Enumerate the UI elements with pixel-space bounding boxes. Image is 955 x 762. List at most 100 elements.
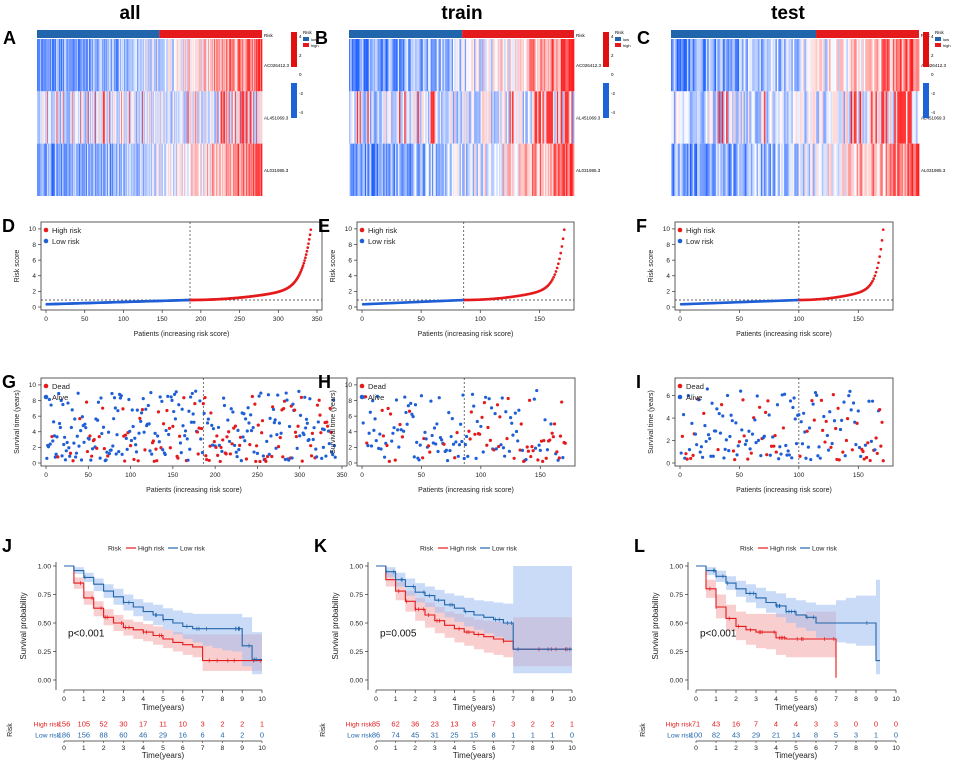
risk-table-tick-label: 3 bbox=[754, 745, 758, 752]
dead-point bbox=[143, 448, 147, 452]
heat-cell bbox=[462, 39, 464, 92]
heat-cell bbox=[686, 91, 689, 144]
alive-point bbox=[222, 396, 226, 400]
heat-cell bbox=[713, 91, 715, 144]
heat-cell bbox=[123, 39, 125, 92]
high-risk-point bbox=[554, 270, 558, 273]
dead-point bbox=[233, 424, 238, 428]
heat-cell bbox=[539, 91, 542, 144]
alive-point bbox=[817, 445, 821, 449]
heat-cell bbox=[149, 91, 151, 144]
heat-cell bbox=[863, 39, 866, 92]
dead-point bbox=[300, 459, 304, 463]
heat-cell bbox=[753, 39, 756, 92]
heat-cell bbox=[47, 143, 49, 196]
dead-point bbox=[455, 430, 459, 435]
heat-cell bbox=[495, 91, 497, 144]
dead-point bbox=[71, 459, 75, 463]
alive-point bbox=[57, 421, 62, 426]
heat-cell bbox=[775, 143, 778, 196]
heat-cell bbox=[47, 91, 49, 144]
color-key-tick: 0 bbox=[299, 72, 302, 77]
heat-cell bbox=[568, 39, 571, 92]
heat-cell bbox=[169, 39, 171, 92]
heat-cell bbox=[438, 91, 441, 144]
heat-cell bbox=[509, 39, 512, 92]
dead-point bbox=[329, 430, 333, 434]
alive-point bbox=[222, 403, 227, 408]
alive-point bbox=[406, 404, 410, 408]
heat-cell bbox=[863, 91, 866, 144]
risk-count-high: 3 bbox=[814, 719, 818, 728]
heat-cell bbox=[52, 143, 54, 196]
heat-cell bbox=[508, 143, 510, 196]
heat-cell bbox=[676, 143, 679, 196]
dead-point bbox=[453, 456, 457, 460]
alive-point bbox=[74, 455, 78, 459]
dead-point bbox=[684, 452, 688, 456]
heat-cell bbox=[776, 143, 779, 196]
heat-cell bbox=[447, 143, 450, 196]
heat-cell bbox=[67, 143, 69, 196]
dead-point bbox=[230, 442, 234, 446]
heat-cell bbox=[740, 39, 743, 92]
alive-point bbox=[257, 394, 261, 398]
heat-cell bbox=[58, 91, 60, 144]
alive-point bbox=[186, 458, 190, 462]
heat-cell bbox=[258, 39, 260, 92]
heat-cell bbox=[392, 39, 395, 92]
heat-cell bbox=[752, 91, 755, 144]
heat-cell bbox=[202, 91, 204, 144]
heat-cell bbox=[787, 143, 789, 196]
heat-cell bbox=[48, 91, 50, 144]
heat-cell bbox=[223, 143, 225, 196]
dead-point bbox=[498, 415, 502, 419]
alive-point bbox=[697, 398, 701, 402]
heat-cell bbox=[459, 39, 462, 92]
heat-cell bbox=[775, 39, 778, 92]
dead-point bbox=[482, 400, 487, 405]
risk-count-low: 4 bbox=[220, 730, 224, 739]
heat-cell bbox=[509, 91, 512, 144]
heat-cell bbox=[197, 143, 199, 196]
heat-cell bbox=[518, 143, 521, 196]
heat-cell bbox=[814, 39, 817, 92]
heat-cell bbox=[747, 91, 750, 144]
high-risk-point bbox=[874, 270, 878, 274]
heat-cell bbox=[173, 143, 175, 196]
heat-cell bbox=[152, 39, 154, 92]
y-tick-label: 0.25 bbox=[670, 649, 683, 656]
heat-cell bbox=[742, 143, 744, 196]
heat-cell bbox=[113, 39, 115, 92]
heat-cell bbox=[54, 91, 56, 144]
legend-swatch-1 bbox=[677, 383, 683, 389]
heat-cell bbox=[746, 91, 749, 144]
heat-cell bbox=[64, 39, 66, 92]
heat-cell bbox=[237, 39, 239, 92]
alive-point bbox=[730, 419, 734, 423]
heat-cell bbox=[250, 91, 252, 144]
alive-point bbox=[493, 411, 497, 416]
heat-cell bbox=[813, 91, 815, 144]
heat-cell bbox=[199, 39, 201, 92]
alive-point bbox=[135, 408, 139, 412]
alive-point bbox=[392, 426, 396, 430]
y-tick-label: 0 bbox=[32, 460, 36, 467]
risk-count-high: 4 bbox=[774, 719, 778, 728]
heat-cell bbox=[356, 143, 359, 196]
col-title-all: all bbox=[119, 3, 140, 24]
alive-point bbox=[456, 454, 460, 458]
dead-point bbox=[309, 454, 314, 458]
heat-cell bbox=[542, 91, 545, 144]
alive-point bbox=[799, 420, 803, 424]
x-tick-label: 0 bbox=[44, 316, 48, 323]
heat-cell bbox=[366, 91, 368, 144]
heat-cell bbox=[493, 39, 496, 92]
heat-cell bbox=[97, 39, 99, 92]
heat-cell bbox=[514, 91, 517, 144]
color-key-neg bbox=[291, 75, 297, 118]
heat-cell bbox=[168, 39, 170, 92]
heat-cell bbox=[80, 91, 82, 144]
heat-cell bbox=[168, 143, 170, 196]
heat-cell bbox=[84, 91, 86, 144]
